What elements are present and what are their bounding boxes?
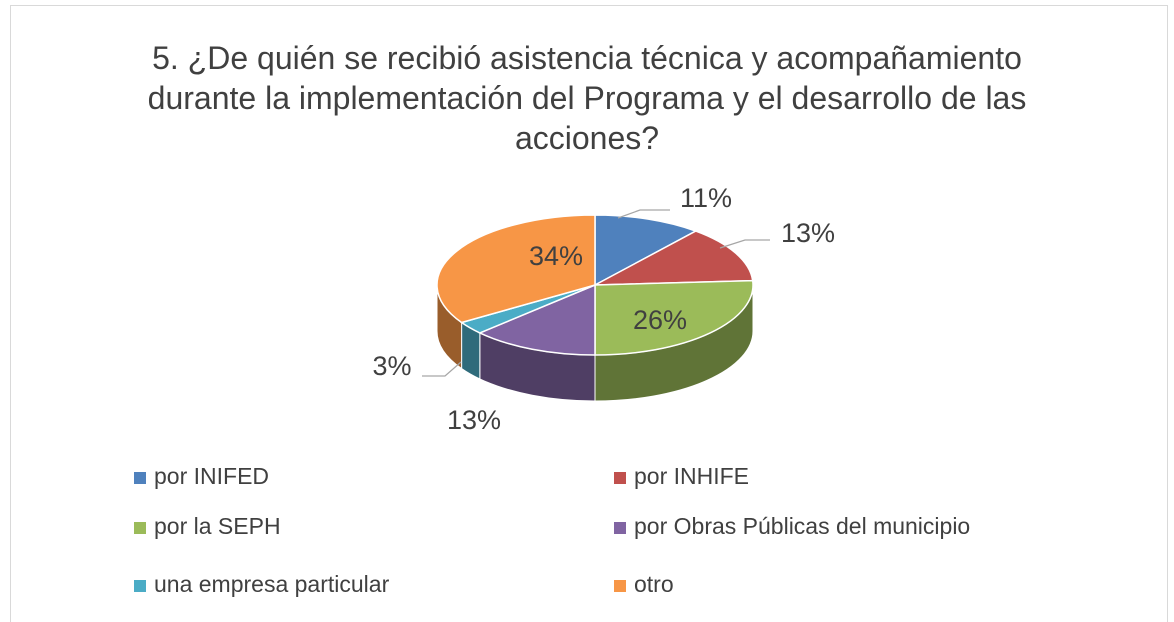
slice: [594, 279, 754, 356]
legend-swatch: [614, 580, 626, 592]
data-label: 13%: [447, 405, 501, 435]
chart-frame: [10, 5, 1168, 622]
legend-label: por INIFED: [154, 463, 269, 489]
chart-title: 5. ¿De quién se recibió asistencia técni…: [147, 40, 1027, 156]
data-label: 34%: [529, 241, 583, 271]
legend-swatch: [134, 472, 146, 484]
legend-label: por la SEPH: [154, 513, 281, 539]
leader-line: [617, 209, 670, 219]
leader-line: [422, 361, 462, 377]
data-label: 3%: [372, 351, 411, 381]
legend-label: una empresa particular: [154, 571, 390, 597]
legend-label: por INHIFE: [634, 463, 749, 489]
slice: [436, 214, 596, 324]
legend-swatch: [614, 522, 626, 534]
legend-label: otro: [634, 571, 674, 597]
slice: [594, 230, 754, 286]
legend-label: por Obras Públicas del municipio: [634, 513, 970, 539]
leader-line: [719, 239, 770, 249]
data-label: 13%: [781, 218, 835, 248]
slice: [594, 214, 698, 287]
legend-swatch: [134, 522, 146, 534]
slice: [477, 283, 596, 356]
data-label: 11%: [680, 183, 732, 213]
legend-swatch: [614, 472, 626, 484]
data-label: 26%: [633, 305, 687, 335]
legend-swatch: [134, 580, 146, 592]
